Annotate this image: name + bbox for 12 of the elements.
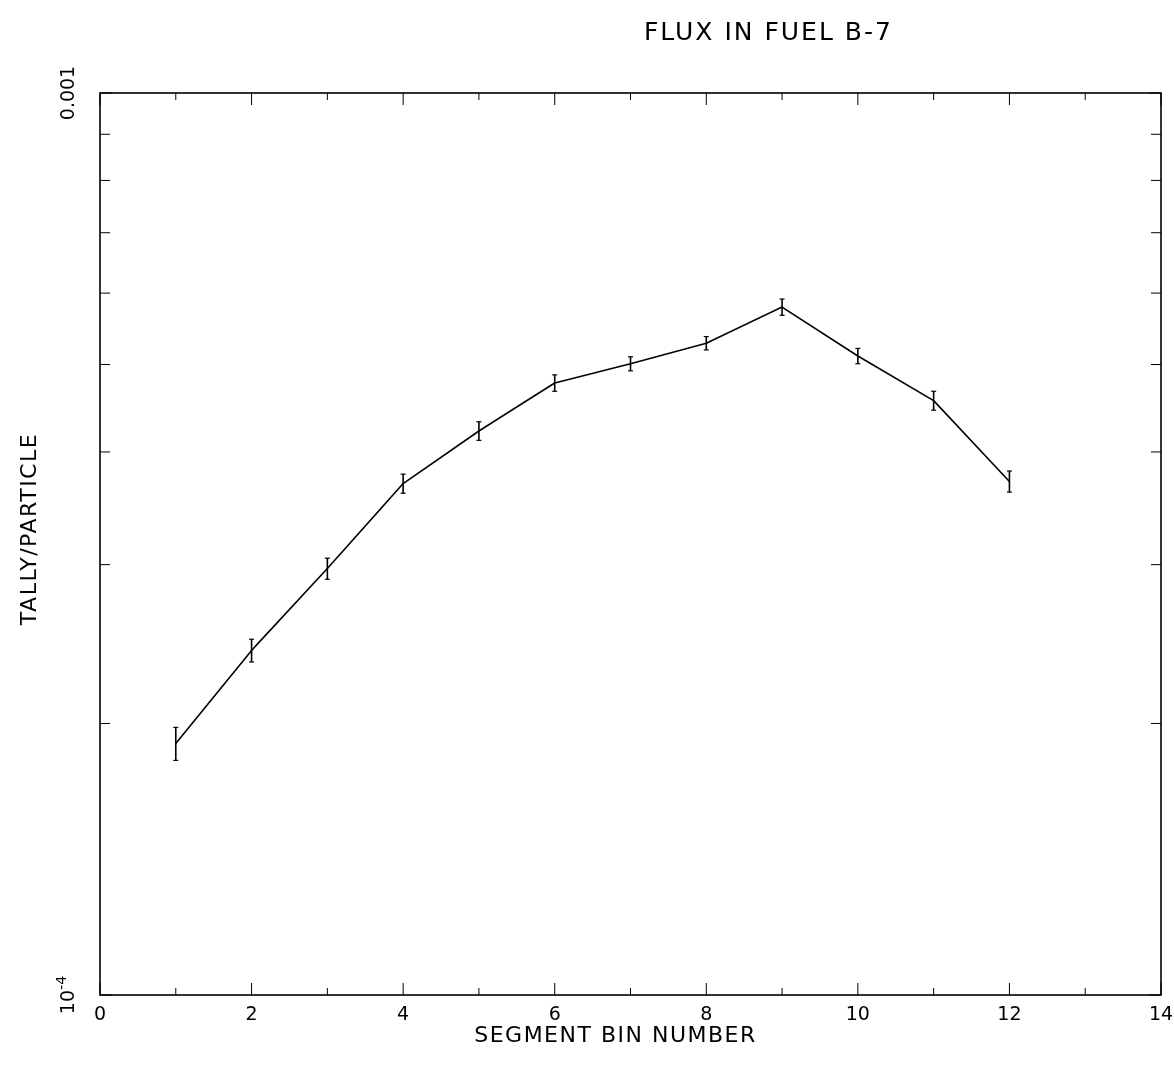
x-tick-label: 4: [397, 1002, 410, 1024]
chart-title: FLUX IN FUEL B-7: [643, 17, 893, 46]
x-tick-label: 10: [845, 1002, 870, 1024]
x-tick-label: 14: [1148, 1002, 1174, 1024]
x-tick-label: 0: [93, 1002, 107, 1024]
y-tick-label: 0.001: [56, 65, 78, 121]
y-axis-title: TALLY/PARTICLE: [16, 432, 41, 627]
x-tick-label: 6: [548, 1002, 561, 1024]
x-tick-label: 2: [245, 1002, 258, 1024]
x-tick-label: 8: [700, 1002, 713, 1024]
x-axis-title: SEGMENT BIN NUMBER: [474, 1022, 757, 1047]
x-tick-label: 12: [997, 1002, 1022, 1024]
